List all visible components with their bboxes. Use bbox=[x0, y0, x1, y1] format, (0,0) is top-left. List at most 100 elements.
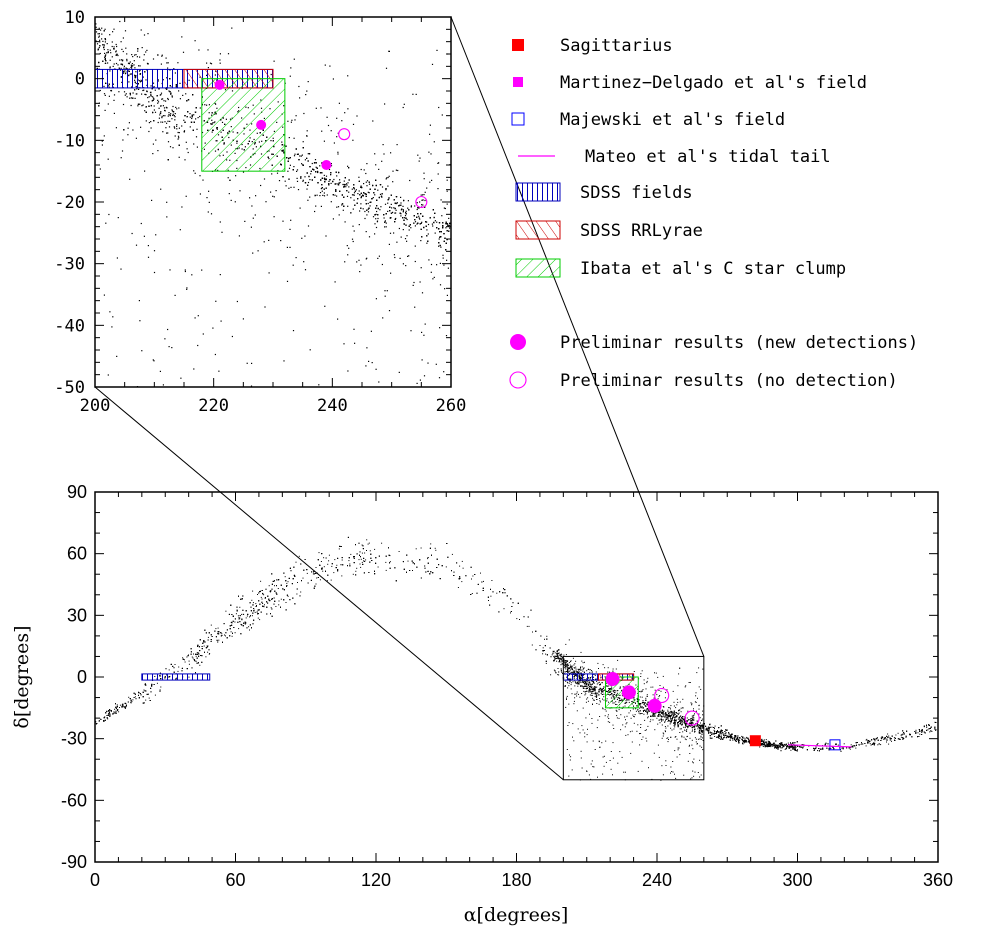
star-point bbox=[159, 690, 161, 692]
star-point bbox=[201, 646, 203, 647]
star-point bbox=[816, 744, 818, 746]
star-point bbox=[663, 710, 665, 712]
star-point bbox=[673, 714, 675, 716]
star-point bbox=[173, 671, 175, 673]
star-point bbox=[359, 554, 360, 556]
star-point bbox=[711, 737, 713, 739]
star-point bbox=[258, 600, 260, 602]
star-point bbox=[504, 592, 506, 594]
star-point bbox=[783, 743, 785, 745]
star-point bbox=[710, 732, 712, 734]
star-point bbox=[381, 542, 383, 544]
star-point bbox=[714, 727, 715, 729]
star-point bbox=[356, 553, 358, 555]
star-point bbox=[665, 712, 667, 714]
star-point bbox=[154, 694, 156, 696]
star-point bbox=[843, 743, 845, 745]
star-point bbox=[363, 572, 365, 574]
star-point bbox=[588, 680, 590, 682]
star-point bbox=[592, 689, 594, 691]
star-point bbox=[764, 741, 766, 743]
star-point bbox=[407, 560, 409, 562]
star-point bbox=[570, 672, 572, 674]
star-point bbox=[768, 744, 769, 746]
star-point bbox=[665, 717, 667, 719]
star-point bbox=[681, 720, 683, 722]
star-point bbox=[673, 722, 674, 724]
star-point bbox=[799, 746, 801, 748]
star-point bbox=[719, 732, 721, 734]
star-point bbox=[741, 735, 743, 737]
star-point bbox=[642, 700, 644, 702]
star-point bbox=[216, 639, 218, 641]
zoom-connectors bbox=[94, 16, 705, 781]
star-point bbox=[788, 747, 790, 749]
star-point bbox=[207, 645, 209, 647]
star-point bbox=[229, 625, 231, 627]
star-point bbox=[678, 717, 680, 719]
star-point bbox=[711, 726, 713, 728]
star-point bbox=[676, 715, 678, 717]
star-point bbox=[330, 579, 332, 581]
star-point bbox=[217, 633, 218, 635]
star-point bbox=[258, 609, 260, 611]
star-point bbox=[817, 750, 818, 752]
star-point bbox=[928, 728, 930, 730]
star-point bbox=[691, 723, 692, 725]
star-point bbox=[195, 655, 197, 657]
star-point bbox=[274, 580, 275, 582]
star-point bbox=[744, 739, 746, 741]
star-point bbox=[721, 733, 723, 735]
star-point bbox=[225, 635, 226, 637]
star-point bbox=[915, 731, 917, 733]
star-point bbox=[210, 639, 212, 641]
star-point bbox=[307, 582, 309, 584]
star-point bbox=[673, 720, 675, 721]
star-point bbox=[873, 738, 875, 740]
star-point bbox=[731, 735, 733, 737]
star-point bbox=[319, 579, 321, 581]
star-point bbox=[662, 714, 664, 716]
star-point bbox=[259, 603, 261, 605]
star-point bbox=[680, 718, 682, 720]
star-point bbox=[115, 703, 116, 705]
star-point bbox=[683, 722, 685, 724]
star-point bbox=[874, 740, 876, 742]
star-point bbox=[296, 593, 298, 595]
star-point bbox=[269, 591, 271, 593]
star-point bbox=[719, 733, 721, 735]
star-point bbox=[411, 560, 413, 562]
star-point bbox=[766, 743, 768, 745]
star-point bbox=[707, 726, 709, 728]
star-point bbox=[388, 547, 389, 549]
star-point bbox=[458, 578, 460, 580]
star-point bbox=[671, 720, 673, 721]
star-point bbox=[567, 671, 569, 673]
star-point bbox=[828, 749, 830, 751]
star-point bbox=[647, 712, 648, 714]
star-point bbox=[349, 563, 351, 565]
zoom-connector-line bbox=[94, 386, 564, 781]
star-point bbox=[862, 743, 864, 745]
star-point bbox=[795, 746, 797, 748]
star-point bbox=[667, 709, 669, 711]
star-point bbox=[553, 660, 555, 662]
star-point bbox=[702, 730, 704, 732]
star-point bbox=[317, 559, 319, 561]
star-point bbox=[796, 749, 798, 751]
star-point bbox=[299, 595, 301, 597]
star-point bbox=[359, 551, 361, 553]
star-point bbox=[730, 737, 732, 739]
star-point bbox=[692, 722, 694, 724]
star-point bbox=[130, 699, 132, 701]
star-point bbox=[412, 562, 414, 564]
star-point bbox=[236, 609, 238, 611]
star-point bbox=[182, 658, 184, 660]
star-point bbox=[669, 714, 671, 716]
star-point bbox=[720, 736, 722, 738]
star-point bbox=[715, 733, 717, 734]
star-point bbox=[113, 712, 115, 714]
star-point bbox=[255, 603, 257, 605]
star-point bbox=[336, 564, 338, 566]
star-point bbox=[677, 713, 679, 715]
